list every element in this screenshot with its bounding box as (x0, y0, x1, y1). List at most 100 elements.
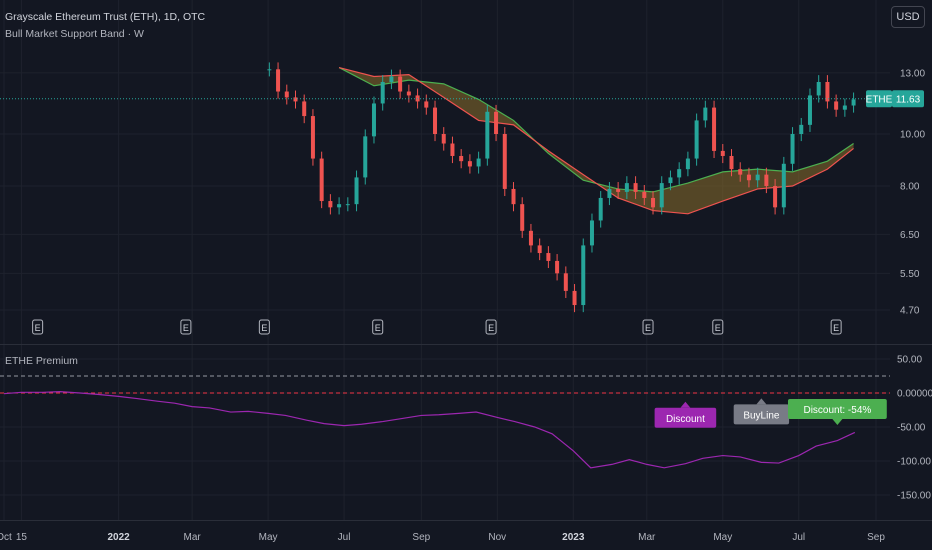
annotation-label: Discount: -54% (787, 399, 887, 425)
price-candle (677, 169, 682, 178)
earnings-marker-label: E (183, 323, 189, 333)
price-candle (302, 101, 307, 117)
price-candle (337, 204, 342, 208)
price-candle (703, 107, 708, 121)
price-candle (293, 97, 298, 102)
price-candle (764, 174, 769, 186)
price-candle (720, 150, 725, 156)
price-candle (651, 197, 656, 208)
price-candle (555, 260, 560, 274)
earnings-marker: E (712, 319, 724, 335)
price-candle (537, 245, 542, 254)
price-candle (380, 82, 385, 104)
price-candle (807, 95, 812, 125)
price-candle (834, 101, 839, 110)
price-candle (781, 163, 786, 208)
x-tick-label: Jul (338, 532, 351, 543)
time-axis[interactable]: Oct 15 2022 Mar May Jul Sep Nov 2023 Mar May Jul Sep (0, 532, 885, 543)
y-tick-label: -50.00 (897, 423, 926, 434)
price-candle (276, 69, 281, 92)
premium-pane[interactable] (0, 375, 890, 469)
ticker-badge-bg (866, 90, 892, 108)
earnings-marker-box (642, 319, 654, 335)
annotations: Discount BuyLine Discount: -54% (654, 398, 887, 428)
price-candle (406, 91, 411, 96)
x-tick-label: Oct (0, 532, 12, 543)
earnings-marker: E (372, 319, 384, 335)
y-tick-label: 5.50 (900, 269, 920, 280)
earnings-marker-label: E (715, 323, 721, 333)
x-tick-label: Sep (412, 532, 430, 543)
price-candle (467, 161, 472, 167)
earnings-marker: E (485, 319, 497, 335)
price-candle (607, 188, 612, 198)
price-candle (851, 99, 856, 106)
annotation-box (787, 399, 887, 419)
annotation-text: BuyLine (743, 410, 780, 421)
premium-axis[interactable]: 50.00 0.000000 -50.00 -100.00 -150.00 (897, 355, 932, 502)
annotation-text: Discount (666, 414, 705, 425)
y-tick-label: 13.00 (900, 68, 925, 79)
price-candle (528, 230, 533, 246)
x-tick-label: Sep (867, 532, 885, 543)
x-tick-label: May (713, 532, 732, 543)
x-tick-label: 2023 (562, 532, 585, 543)
earnings-marker-label: E (645, 323, 651, 333)
price-candle (694, 120, 699, 159)
price-candle (790, 134, 795, 164)
y-tick-label: -150.00 (897, 491, 931, 502)
price-candle (485, 111, 490, 159)
symbol-title[interactable]: Grayscale Ethereum Trust (ETH), 1D, OTC (5, 11, 206, 23)
currency-button[interactable]: USD (891, 6, 925, 28)
x-tick-label: Mar (638, 532, 656, 543)
earnings-marker-box (32, 319, 44, 335)
earnings-marker-box (830, 319, 842, 335)
earnings-marker-label: E (35, 323, 41, 333)
price-axis[interactable]: 13.00 10.00 8.00 6.50 5.50 4.70 (900, 68, 925, 316)
price-candle (825, 82, 830, 102)
annotation-pointer (680, 401, 691, 408)
y-tick-label: 10.00 (900, 130, 925, 141)
price-candle (310, 116, 315, 159)
indicator-title[interactable]: Bull Market Support Band · W (5, 28, 144, 40)
price-candle (816, 82, 821, 96)
price-candle (345, 204, 350, 206)
premium-pane-title[interactable]: ETHE Premium (5, 355, 78, 367)
price-pane[interactable] (0, 62, 866, 313)
y-tick-label: 50.00 (897, 355, 922, 366)
annotation-box (733, 404, 790, 425)
price-candle (659, 183, 664, 208)
x-tick-label: May (259, 532, 278, 543)
annotation-box (654, 407, 717, 428)
price-candle (371, 103, 376, 137)
price-candle (624, 183, 629, 192)
price-candle (511, 188, 516, 205)
price-candle (476, 158, 481, 167)
x-tick-label: Mar (183, 532, 201, 543)
x-tick-label: 15 (16, 532, 28, 543)
price-candle (502, 134, 507, 189)
price-candle (712, 107, 717, 151)
earnings-marker: E (32, 319, 44, 335)
price-candle (668, 177, 673, 184)
support-band-fill (339, 67, 854, 214)
earnings-marker-label: E (488, 323, 494, 333)
price-badge-bg (892, 90, 924, 108)
price-candle (267, 69, 272, 71)
price-candle (398, 76, 403, 92)
price-candle (755, 174, 760, 181)
price-candle (598, 197, 603, 221)
annotation-pointer (832, 419, 843, 425)
y-tick-label: -100.00 (897, 457, 931, 468)
price-candle (633, 183, 638, 192)
price-candle (546, 253, 551, 261)
x-tick-label: Nov (488, 532, 506, 543)
price-candle (616, 188, 621, 192)
price-candle (433, 107, 438, 134)
price-candle (842, 105, 847, 110)
price-candle (685, 158, 690, 170)
earnings-marker-box (180, 319, 192, 335)
price-candle (328, 201, 333, 208)
price-candle (729, 155, 734, 170)
